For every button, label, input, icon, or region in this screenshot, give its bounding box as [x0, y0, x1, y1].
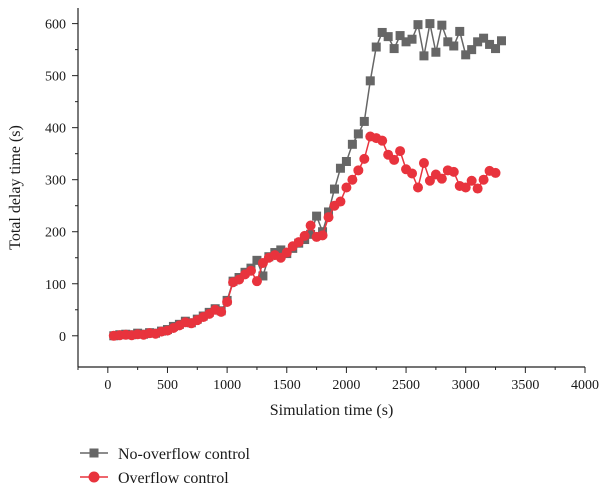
data-point: [281, 247, 292, 258]
x-tick-label: 3500: [511, 378, 539, 393]
data-point: [353, 165, 364, 176]
data-point: [276, 245, 286, 255]
y-axis-title: Total delay time (s): [7, 125, 24, 250]
data-point: [436, 173, 447, 184]
data-point: [461, 50, 471, 60]
x-tick-label: 500: [157, 378, 178, 393]
data-point: [252, 255, 262, 265]
data-point: [412, 182, 423, 193]
series-overflow-control: [108, 131, 501, 341]
plot-axes: [77, 8, 585, 368]
y-axis: 0 100 200 300 400 500 600: [45, 18, 78, 345]
legend-item-no-overflow: No-overflow control: [80, 446, 251, 463]
x-tick-label: 1000: [213, 378, 241, 393]
data-point: [496, 36, 506, 46]
y-tick-label: 500: [45, 70, 66, 85]
data-point: [329, 184, 339, 194]
data-point: [335, 196, 346, 207]
data-point: [395, 31, 405, 41]
data-point: [222, 296, 233, 307]
data-point: [383, 32, 393, 42]
x-tick-label: 1500: [273, 378, 301, 393]
data-point: [401, 37, 411, 47]
data-point: [324, 207, 334, 217]
data-point: [473, 37, 483, 47]
data-point: [472, 183, 483, 194]
data-point: [443, 37, 453, 47]
data-point: [419, 51, 429, 61]
data-point: [312, 211, 322, 221]
data-point: [478, 174, 489, 185]
data-point: [407, 34, 417, 44]
data-point: [479, 33, 489, 43]
data-point: [323, 212, 334, 223]
x-tick-label: 0: [104, 378, 111, 393]
data-point: [418, 158, 429, 169]
data-point: [335, 163, 345, 173]
data-point: [377, 27, 387, 37]
series-layer: [108, 19, 506, 341]
x-axis: 0 500 1000 1500 2000 2500 3000 3500 4000: [77, 367, 599, 393]
data-point: [448, 166, 459, 177]
data-point: [341, 156, 351, 166]
legend: No-overflow control Overflow control: [80, 446, 251, 487]
data-point: [347, 174, 358, 185]
data-point: [437, 20, 447, 30]
y-tick-label: 400: [45, 122, 66, 137]
data-point: [466, 175, 477, 186]
data-point: [353, 129, 363, 139]
data-point: [407, 168, 418, 179]
data-point: [371, 42, 381, 52]
data-point: [425, 19, 435, 29]
y-tick-label: 300: [45, 174, 66, 189]
x-axis-title: Simulation time (s): [270, 402, 394, 419]
data-point: [359, 153, 370, 164]
data-point: [455, 26, 465, 36]
data-point: [216, 306, 227, 317]
x-tick-label: 2500: [392, 378, 420, 393]
data-point: [490, 167, 501, 178]
x-tick-label: 3000: [452, 378, 480, 393]
data-point: [347, 139, 357, 149]
legend-marker-circle: [88, 471, 100, 483]
legend-label-overflow: Overflow control: [118, 470, 229, 487]
data-point: [460, 182, 471, 193]
data-point: [317, 230, 328, 241]
data-point: [293, 237, 304, 248]
data-point: [377, 135, 388, 146]
data-point: [306, 229, 316, 239]
data-point: [365, 76, 375, 86]
data-point: [305, 220, 316, 231]
data-point: [491, 44, 501, 54]
data-point: [395, 146, 406, 157]
data-point: [389, 44, 399, 54]
data-point: [389, 154, 400, 165]
data-point: [413, 20, 423, 30]
data-point: [251, 276, 262, 287]
y-tick-label: 600: [45, 18, 66, 33]
data-point: [341, 182, 352, 193]
legend-label-no-overflow: No-overflow control: [118, 446, 251, 463]
x-tick-label: 2000: [332, 378, 360, 393]
data-point: [449, 41, 459, 51]
y-tick-label: 100: [45, 278, 66, 293]
data-point: [299, 230, 310, 241]
data-point: [245, 265, 256, 276]
data-point: [431, 47, 441, 57]
legend-item-overflow: Overflow control: [80, 470, 229, 487]
data-point: [485, 39, 495, 49]
data-point: [258, 271, 268, 281]
x-tick-label: 4000: [571, 378, 599, 393]
data-point: [359, 116, 369, 126]
data-point: [467, 45, 477, 55]
y-tick-label: 0: [59, 330, 66, 345]
legend-marker-square: [89, 448, 99, 458]
data-point: [424, 175, 435, 186]
y-tick-label: 200: [45, 226, 66, 241]
